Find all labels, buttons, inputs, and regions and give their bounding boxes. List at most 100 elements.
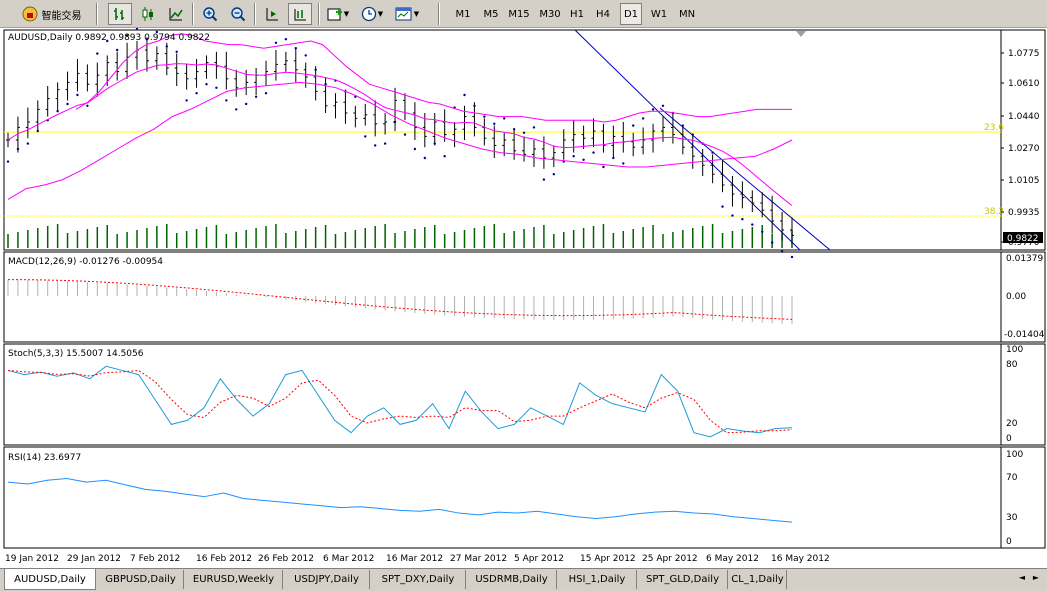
current-price-box bbox=[1003, 232, 1043, 243]
auto-scroll-icon bbox=[266, 8, 278, 21]
date-tick-label: 19 Jan 2012 bbox=[5, 554, 59, 564]
line-chart-button[interactable] bbox=[164, 3, 188, 25]
toolbar-separator bbox=[318, 3, 320, 25]
date-tick-label: 6 Mar 2012 bbox=[323, 554, 374, 564]
bar-chart-button[interactable] bbox=[108, 3, 132, 25]
auto-scroll-button[interactable] bbox=[260, 3, 284, 25]
chart-shift-button[interactable] bbox=[288, 3, 312, 25]
candlestick-icon bbox=[142, 7, 153, 21]
stoch-header: Stoch(5,3,3) 15.5007 14.5056 bbox=[8, 349, 144, 359]
chart-canvas[interactable]: 23.6 38.2 AUDUSD,Daily 0.9892 0.9893 0.9… bbox=[0, 27, 1047, 568]
rsi-tick-100: 100 bbox=[1006, 450, 1023, 460]
sar-dot bbox=[393, 120, 397, 124]
fib-label-lower: 38.2 bbox=[984, 207, 1004, 217]
toolbar: 智能交易 ▼ ▼ ▼ M1 M5 M15 M30 H1 H4 D1 W1 MN bbox=[0, 0, 1047, 28]
timeframe-m5-button[interactable]: M5 bbox=[483, 8, 499, 20]
timeframe-m15-button[interactable]: M15 bbox=[508, 8, 530, 20]
timeframe-m30-button[interactable]: M30 bbox=[539, 8, 561, 20]
timeframe-m1-button[interactable]: M1 bbox=[455, 8, 471, 20]
timeframe-w1-button[interactable]: W1 bbox=[650, 8, 668, 20]
sar-dot bbox=[125, 34, 129, 37]
sar-dot bbox=[96, 52, 99, 55]
periods-button[interactable]: ▼ bbox=[358, 3, 386, 25]
sar-dot bbox=[572, 155, 575, 158]
tab-scroll-right-icon[interactable]: ► bbox=[1032, 573, 1039, 582]
sar-dot bbox=[225, 99, 228, 102]
sar-dot bbox=[602, 165, 605, 169]
rsi-pane[interactable] bbox=[3, 446, 1002, 549]
stoch-main-line bbox=[7, 365, 793, 438]
sar-dot bbox=[413, 147, 417, 151]
timeframe-d1-button[interactable]: D1 bbox=[620, 3, 642, 25]
main-price-scale[interactable] bbox=[1000, 29, 1046, 251]
chart-tab[interactable]: GBPUSD,Daily bbox=[98, 570, 184, 589]
sar-dot bbox=[135, 27, 139, 30]
rsi-scale[interactable] bbox=[1000, 446, 1046, 549]
macd-scale[interactable] bbox=[1000, 251, 1046, 343]
zoom-in-icon bbox=[203, 7, 218, 22]
sar-dot bbox=[76, 93, 79, 97]
sar-dot bbox=[731, 214, 734, 217]
chart-tab[interactable]: CL_1,Daily bbox=[729, 570, 787, 589]
templates-button[interactable]: ▼ bbox=[392, 3, 422, 25]
candlestick-button[interactable] bbox=[136, 3, 160, 25]
toolbar-separator bbox=[254, 3, 256, 25]
rsi-tick-70: 70 bbox=[1006, 473, 1018, 483]
stoch-tick-100: 100 bbox=[1006, 345, 1023, 355]
zoom-out-button[interactable] bbox=[226, 3, 250, 25]
sar-dot bbox=[304, 54, 307, 57]
timeframe-mn-button[interactable]: MN bbox=[678, 8, 696, 20]
chart-tab[interactable]: SPT_DXY,Daily bbox=[371, 570, 466, 589]
date-tick-label: 25 Apr 2012 bbox=[642, 554, 698, 564]
sar-dot bbox=[522, 131, 526, 134]
chart-shift-marker[interactable] bbox=[796, 31, 806, 37]
sar-dot bbox=[463, 93, 466, 97]
date-tick-label: 29 Jan 2012 bbox=[67, 554, 121, 564]
sar-dot bbox=[681, 124, 685, 127]
zoom-in-button[interactable] bbox=[198, 3, 222, 25]
macd-tick-bottom: -0.01404 bbox=[1004, 330, 1045, 340]
sar-dot bbox=[284, 38, 288, 41]
sar-dot bbox=[36, 129, 39, 133]
channel-trendline-lower[interactable] bbox=[659, 107, 831, 251]
date-tick-label: 5 Apr 2012 bbox=[514, 554, 564, 564]
sar-dot bbox=[403, 133, 407, 136]
clock-icon bbox=[361, 6, 376, 22]
sar-dot bbox=[185, 99, 188, 102]
autotrade-label: 智能交易 bbox=[41, 10, 82, 22]
autotrade-button[interactable]: 智能交易 bbox=[14, 3, 88, 25]
timeframe-h4-button[interactable]: H4 bbox=[596, 8, 610, 20]
chart-tab[interactable]: EURUSD,Weekly bbox=[185, 570, 283, 589]
chart-tab[interactable]: AUDUSD,Daily bbox=[4, 569, 96, 590]
sar-dot bbox=[155, 30, 159, 34]
chart-tab[interactable]: SPT_GLD,Daily bbox=[638, 570, 728, 589]
sar-dot bbox=[175, 50, 178, 53]
toolbar-separator bbox=[192, 3, 194, 25]
sar-dot bbox=[711, 151, 714, 154]
indicators-button[interactable]: ▼ bbox=[324, 3, 352, 25]
bollinger-lower-line bbox=[7, 81, 793, 200]
chevron-down-icon: ▼ bbox=[413, 10, 420, 18]
sar-dot bbox=[770, 241, 774, 244]
chart-tab[interactable]: USDJPY,Daily bbox=[284, 570, 370, 589]
chart-tab[interactable]: USDRMB,Daily bbox=[467, 570, 557, 589]
chart-tab[interactable]: HSI_1,Daily bbox=[558, 570, 637, 589]
sar-dot bbox=[314, 68, 317, 71]
tab-scroll-left-icon[interactable]: ◄ bbox=[1018, 573, 1025, 582]
sar-dot bbox=[651, 108, 655, 111]
sar-dot bbox=[235, 108, 238, 111]
sar-dot bbox=[473, 104, 476, 108]
stoch-scale[interactable] bbox=[1000, 343, 1046, 446]
autotrade-icon bbox=[22, 6, 37, 22]
sar-dot bbox=[721, 205, 724, 208]
sar-dot bbox=[741, 218, 744, 221]
sar-dot bbox=[86, 104, 89, 108]
sar-dot bbox=[205, 83, 208, 86]
stoch-pane[interactable] bbox=[3, 343, 1002, 446]
timeframe-h1-button[interactable]: H1 bbox=[570, 8, 584, 20]
price-tick-label: 1.0270 bbox=[1008, 144, 1040, 154]
price-tick-label: 1.0610 bbox=[1008, 79, 1040, 89]
main-price-pane[interactable] bbox=[3, 29, 1002, 251]
date-tick-label: 16 Feb 2012 bbox=[196, 554, 252, 564]
chart-window[interactable]: 23.6 38.2 AUDUSD,Daily 0.9892 0.9893 0.9… bbox=[0, 27, 1047, 568]
